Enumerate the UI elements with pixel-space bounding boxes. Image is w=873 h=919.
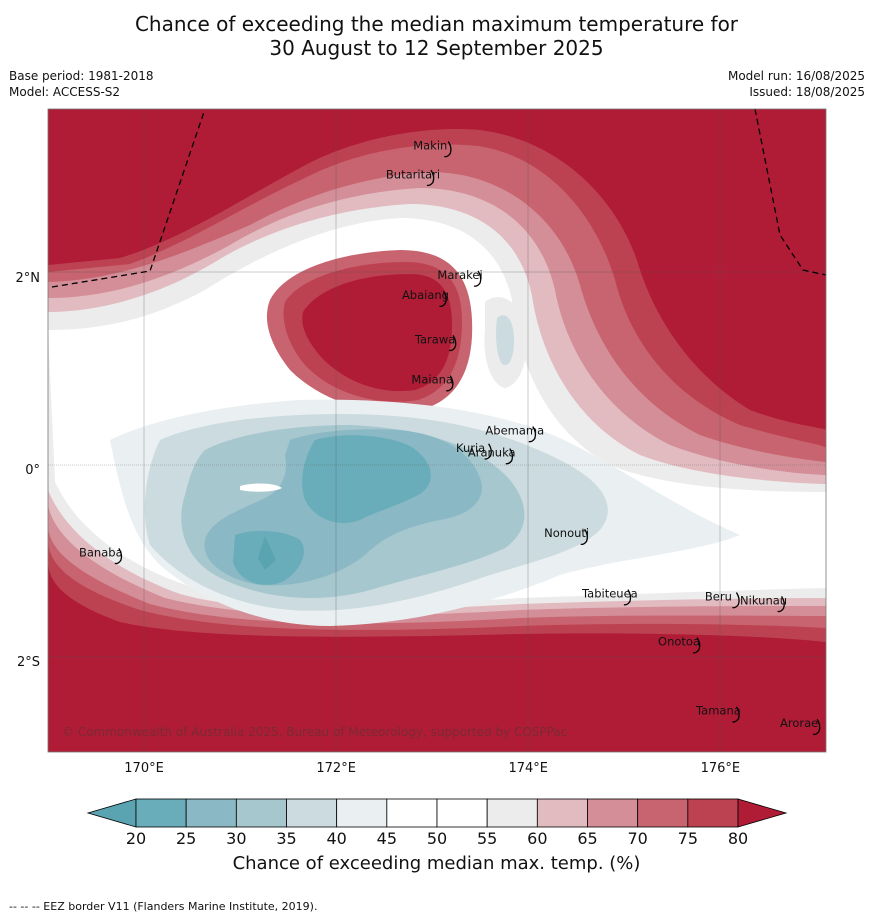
lat-tick-label: 0° bbox=[25, 463, 40, 478]
place-label: Beru bbox=[705, 590, 732, 604]
colorbar-tick-label: 65 bbox=[577, 829, 597, 848]
colorbar-tick-label: 50 bbox=[427, 829, 447, 848]
issued-date: Issued: 18/08/2025 bbox=[749, 85, 865, 99]
contour-field bbox=[48, 109, 826, 752]
eez-border bbox=[51, 109, 826, 288]
colorbar-segment bbox=[587, 798, 639, 828]
island-outline bbox=[114, 548, 123, 565]
place-label: Nonouti bbox=[544, 526, 589, 540]
colorbar-label: Chance of exceeding median max. temp. (%… bbox=[232, 853, 641, 874]
colorbar-extend-low bbox=[86, 798, 137, 828]
place-label: Nikunau bbox=[740, 593, 787, 607]
island-outline bbox=[812, 718, 821, 736]
colorbar-tick-label: 55 bbox=[477, 829, 497, 848]
meta-right: Model run: 16/08/2025 Issued: 18/08/2025 bbox=[728, 68, 865, 100]
colorbar-segment bbox=[386, 798, 438, 828]
island-outline bbox=[505, 448, 514, 465]
place-label: Onotoa bbox=[658, 635, 700, 649]
island-outline bbox=[444, 141, 452, 158]
colorbar-segment bbox=[536, 798, 588, 828]
model-name: Model: ACCESS-S2 bbox=[9, 85, 121, 99]
island-outline bbox=[439, 290, 447, 308]
lon-tick-label: 174°E bbox=[508, 761, 548, 776]
colorbar-tick-label: 60 bbox=[527, 829, 547, 848]
colorbar-tick-label: 20 bbox=[126, 829, 146, 848]
meta-left: Base period: 1981-2018 Model: ACCESS-S2 bbox=[9, 68, 154, 100]
place-labels-layer: Makin Butaritari Marakei Abaiang Tarawa Maian… bbox=[79, 138, 818, 730]
place-label: Marakei bbox=[437, 268, 482, 282]
eez-legend-note: -- -- -- EEZ border V11 (Flanders Marine… bbox=[9, 900, 318, 913]
island-outline bbox=[777, 596, 785, 613]
title-line-2: 30 August to 12 September 2025 bbox=[269, 36, 604, 60]
place-label: Tabiteuea bbox=[581, 587, 638, 601]
island-outline bbox=[448, 334, 457, 352]
axis-labels-layer: 170°E 172°E 174°E 176°E 2°N 0° 2°S bbox=[16, 271, 741, 776]
place-label: Makin bbox=[413, 138, 447, 152]
place-label: Abaiang bbox=[402, 288, 449, 302]
colorbar-tick-label: 40 bbox=[326, 829, 346, 848]
colorbar: 20 25 30 35 40 45 50 55 60 65 70 75 80 bbox=[86, 798, 788, 848]
colorbar-tick-label: 35 bbox=[276, 829, 296, 848]
colorbar-segment bbox=[436, 798, 488, 828]
colorbar-segment bbox=[286, 798, 338, 828]
island-outline bbox=[528, 426, 537, 443]
island-outline bbox=[692, 637, 701, 654]
place-label: Abemama bbox=[485, 424, 544, 438]
colorbar-segment bbox=[336, 798, 388, 828]
colorbar-tick-label: 80 bbox=[728, 829, 748, 848]
colorbar-segment bbox=[687, 798, 739, 828]
colorbar-tick-label: 70 bbox=[627, 829, 647, 848]
colorbar-tick-label: 25 bbox=[176, 829, 196, 848]
lon-tick-label: 170°E bbox=[124, 761, 164, 776]
island-outline bbox=[623, 589, 632, 606]
island-outline bbox=[732, 592, 740, 609]
island-outline bbox=[426, 169, 435, 187]
colorbar-segment bbox=[235, 798, 287, 828]
title-line-1: Chance of exceeding the median maximum t… bbox=[134, 12, 739, 36]
base-period: Base period: 1981-2018 bbox=[9, 69, 154, 83]
place-label: Butaritari bbox=[386, 167, 440, 181]
island-outline bbox=[580, 528, 588, 546]
grid-lines bbox=[48, 109, 826, 752]
map-frame bbox=[47, 108, 827, 753]
island-outline bbox=[732, 706, 740, 723]
colorbar-tick-label: 45 bbox=[377, 829, 397, 848]
model-run: Model run: 16/08/2025 bbox=[727, 69, 865, 83]
island-outline bbox=[484, 443, 492, 460]
colorbar-segment bbox=[486, 798, 538, 828]
colorbar-tick-label: 30 bbox=[226, 829, 246, 848]
colorbar-extend-high bbox=[737, 798, 788, 828]
place-label: Tarawa bbox=[414, 332, 455, 346]
place-label: Kuria bbox=[456, 441, 485, 455]
place-label: Banaba bbox=[79, 545, 123, 559]
place-label: Aranuka bbox=[468, 446, 516, 460]
lon-tick-label: 176°E bbox=[701, 761, 741, 776]
island-outline bbox=[445, 375, 454, 392]
copyright-text: © Commonwealth of Australia 2025, Bureau… bbox=[62, 725, 567, 739]
island-outline bbox=[473, 270, 482, 287]
place-label: Arorae bbox=[780, 716, 818, 730]
lat-tick-label: 2°S bbox=[17, 655, 40, 670]
colorbar-tick-label: 75 bbox=[678, 829, 698, 848]
place-label: Maiana bbox=[411, 373, 453, 387]
chart-title: Chance of exceeding the median maximum t… bbox=[0, 12, 873, 60]
colorbar-segment bbox=[135, 798, 187, 828]
colorbar-segment bbox=[185, 798, 237, 828]
islands-layer bbox=[114, 141, 821, 736]
lon-tick-label: 172°E bbox=[316, 761, 356, 776]
colorbar-segment bbox=[637, 798, 689, 828]
place-label: Tamana bbox=[695, 704, 741, 718]
lat-tick-label: 2°N bbox=[16, 271, 41, 286]
